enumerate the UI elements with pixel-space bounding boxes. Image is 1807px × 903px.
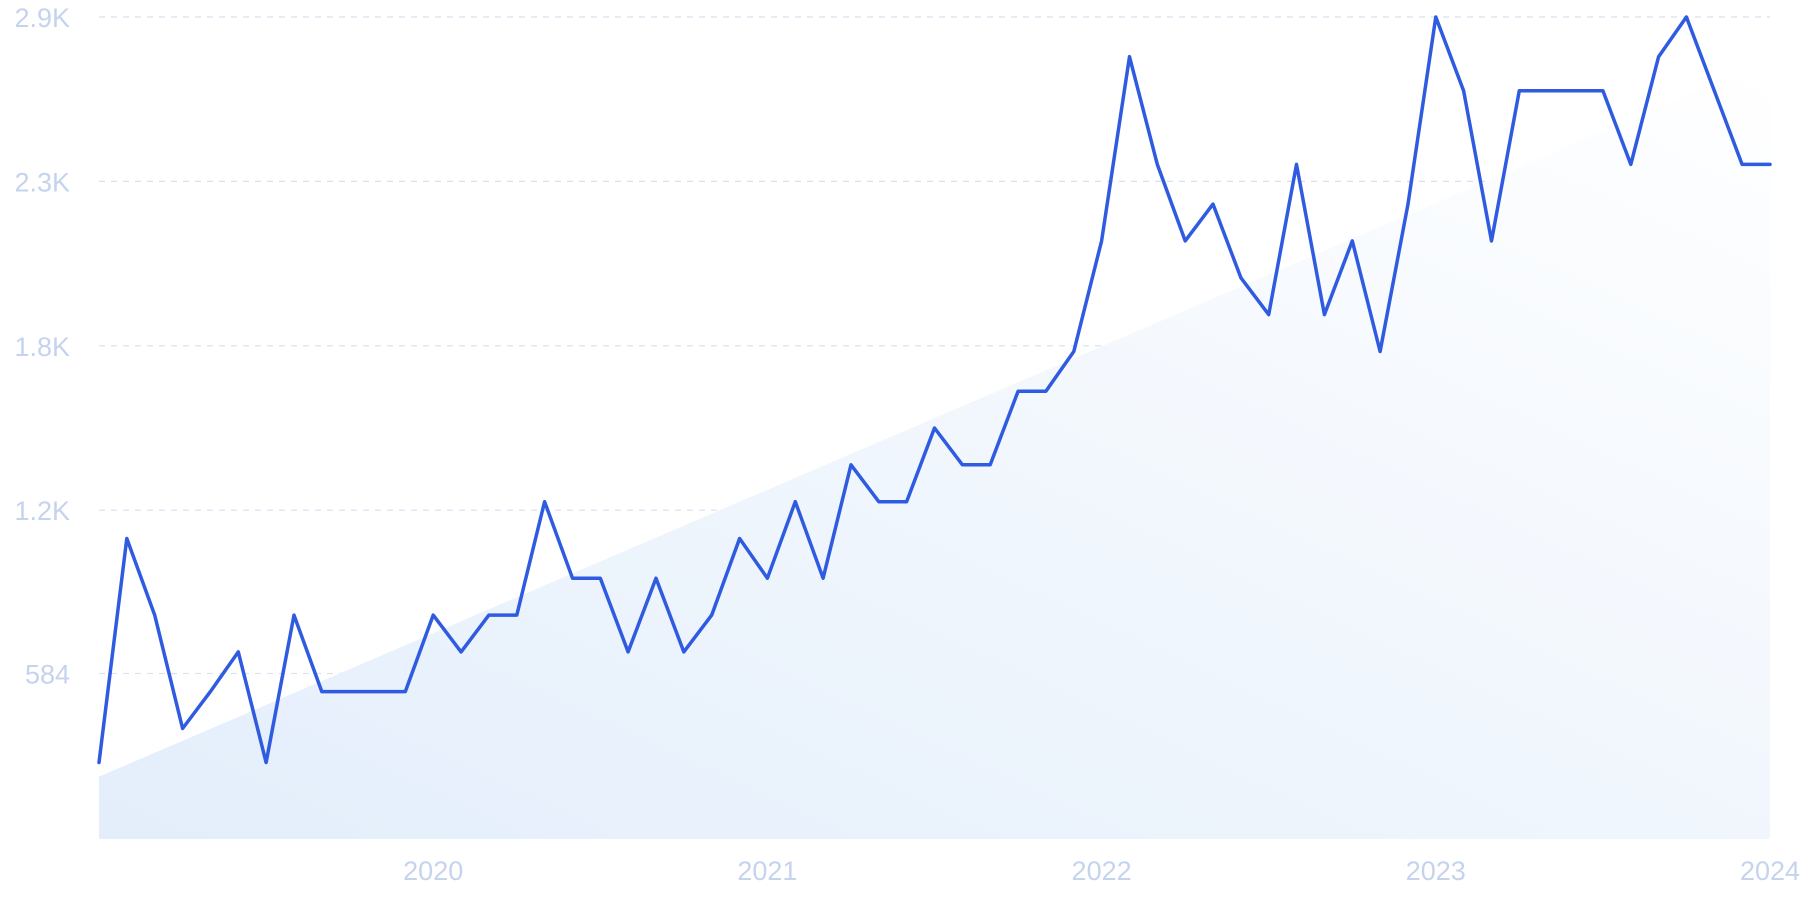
- trend-area: [99, 59, 1770, 840]
- y-tick-label: 1.8K: [14, 332, 70, 362]
- y-axis: 584 1.2K 1.8K 2.3K 2.9K: [14, 3, 70, 689]
- y-tick-label: 2.3K: [14, 167, 70, 197]
- series-line: [97, 15, 1772, 765]
- x-axis: 2020 2021 2022 2023 2024: [403, 856, 1800, 886]
- x-tick-label: 2022: [1072, 856, 1132, 886]
- y-tick-label: 584: [25, 659, 70, 689]
- x-tick-label: 2023: [1406, 856, 1466, 886]
- x-tick-label: 2024: [1740, 856, 1800, 886]
- x-tick-label: 2020: [403, 856, 463, 886]
- x-tick-label: 2021: [737, 856, 797, 886]
- y-tick-label: 1.2K: [14, 496, 70, 526]
- y-tick-label: 2.9K: [14, 3, 70, 33]
